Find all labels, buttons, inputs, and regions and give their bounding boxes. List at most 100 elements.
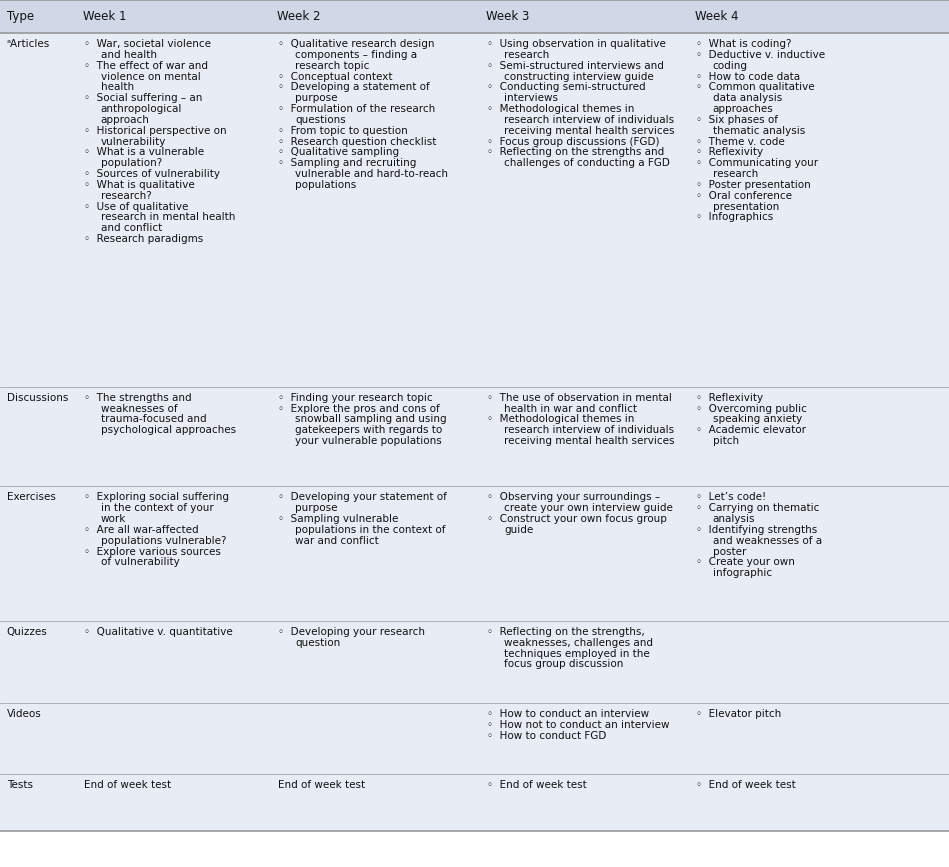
Text: ◦  Sampling and recruiting: ◦ Sampling and recruiting: [278, 158, 417, 168]
Text: create your own interview guide: create your own interview guide: [504, 503, 673, 513]
Text: components – finding a: components – finding a: [295, 49, 418, 60]
Text: trauma-focused and: trauma-focused and: [101, 414, 206, 425]
Text: ◦  Qualitative v. quantitative: ◦ Qualitative v. quantitative: [84, 627, 233, 637]
Text: Week 3: Week 3: [486, 10, 530, 23]
Text: weaknesses of: weaknesses of: [101, 403, 177, 414]
Text: and weaknesses of a: and weaknesses of a: [713, 536, 822, 546]
Text: ◦  Social suffering – an: ◦ Social suffering – an: [84, 93, 202, 103]
Text: ◦  Qualitative research design: ◦ Qualitative research design: [278, 39, 435, 49]
Text: ◦  Construct your own focus group: ◦ Construct your own focus group: [487, 514, 667, 525]
Text: ◦  Explore the pros and cons of: ◦ Explore the pros and cons of: [278, 403, 439, 414]
Text: Exercises: Exercises: [7, 492, 56, 503]
Bar: [0, 387, 949, 486]
Text: ◦  Formulation of the research: ◦ Formulation of the research: [278, 104, 436, 114]
Text: receiving mental health services: receiving mental health services: [504, 126, 675, 136]
Bar: [0, 0, 949, 33]
Text: research?: research?: [101, 191, 151, 201]
Text: End of week test: End of week test: [278, 780, 365, 791]
Text: question: question: [295, 638, 341, 648]
Text: violence on mental: violence on mental: [101, 71, 200, 81]
Text: ◦  Overcoming public: ◦ Overcoming public: [696, 403, 807, 414]
Text: ◦  Methodological themes in: ◦ Methodological themes in: [487, 104, 634, 114]
Text: ◦  Use of qualitative: ◦ Use of qualitative: [84, 201, 188, 212]
Text: ◦  Elevator pitch: ◦ Elevator pitch: [696, 709, 781, 720]
Text: ◦  Create your own: ◦ Create your own: [696, 557, 794, 568]
Text: in the context of your: in the context of your: [101, 503, 214, 513]
Text: ◦  War, societal violence: ◦ War, societal violence: [84, 39, 211, 49]
Text: ◦  The use of observation in mental: ◦ The use of observation in mental: [487, 393, 672, 403]
Text: and health: and health: [101, 49, 157, 60]
Text: ◦  Identifying strengths: ◦ Identifying strengths: [696, 525, 817, 535]
Text: ◦  Qualitative sampling: ◦ Qualitative sampling: [278, 147, 400, 158]
Text: populations in the context of: populations in the context of: [295, 525, 446, 535]
Text: weaknesses, challenges and: weaknesses, challenges and: [504, 638, 653, 648]
Text: End of week test: End of week test: [84, 780, 171, 791]
Text: ◦  Theme v. code: ◦ Theme v. code: [696, 136, 785, 147]
Bar: [0, 33, 949, 387]
Text: ◦  Explore various sources: ◦ Explore various sources: [84, 547, 220, 557]
Text: and conflict: and conflict: [101, 223, 162, 233]
Bar: [0, 621, 949, 703]
Text: ◦  Observing your surroundings –: ◦ Observing your surroundings –: [487, 492, 660, 503]
Text: ◦  Are all war-affected: ◦ Are all war-affected: [84, 525, 198, 535]
Text: ◦  Using observation in qualitative: ◦ Using observation in qualitative: [487, 39, 665, 49]
Text: ◦  Communicating your: ◦ Communicating your: [696, 158, 818, 168]
Text: Videos: Videos: [7, 709, 42, 720]
Text: ◦  What is qualitative: ◦ What is qualitative: [84, 179, 195, 190]
Bar: [0, 703, 949, 774]
Text: ◦  Developing your research: ◦ Developing your research: [278, 627, 425, 637]
Text: research: research: [713, 169, 758, 179]
Text: health in war and conflict: health in war and conflict: [504, 403, 637, 414]
Text: data analysis: data analysis: [713, 93, 782, 103]
Text: Week 4: Week 4: [695, 10, 738, 23]
Bar: [0, 774, 949, 831]
Text: Week 1: Week 1: [83, 10, 126, 23]
Text: work: work: [101, 514, 126, 525]
Text: ◦  End of week test: ◦ End of week test: [487, 780, 586, 791]
Text: ◦  Infographics: ◦ Infographics: [696, 212, 772, 223]
Text: questions: questions: [295, 114, 345, 125]
Text: purpose: purpose: [295, 503, 338, 513]
Text: populations vulnerable?: populations vulnerable?: [101, 536, 226, 546]
Text: focus group discussion: focus group discussion: [504, 659, 623, 669]
Text: infographic: infographic: [713, 569, 772, 578]
Text: ◦  Conceptual context: ◦ Conceptual context: [278, 71, 393, 81]
Text: vulnerable and hard-to-reach: vulnerable and hard-to-reach: [295, 169, 448, 179]
Text: research in mental health: research in mental health: [101, 212, 235, 223]
Text: ◦  Finding your research topic: ◦ Finding your research topic: [278, 393, 433, 403]
Text: ◦  How to conduct an interview: ◦ How to conduct an interview: [487, 709, 649, 720]
Text: pitch: pitch: [713, 436, 739, 447]
Text: ◦  Historical perspective on: ◦ Historical perspective on: [84, 126, 226, 136]
Text: challenges of conducting a FGD: challenges of conducting a FGD: [504, 158, 670, 168]
Text: ◦  Exploring social suffering: ◦ Exploring social suffering: [84, 492, 229, 503]
Text: ◦  Reflecting on the strengths,: ◦ Reflecting on the strengths,: [487, 627, 644, 637]
Text: your vulnerable populations: your vulnerable populations: [295, 436, 442, 447]
Text: snowball sampling and using: snowball sampling and using: [295, 414, 447, 425]
Text: populations: populations: [295, 179, 357, 190]
Text: interviews: interviews: [504, 93, 558, 103]
Text: population?: population?: [101, 158, 162, 168]
Text: research topic: research topic: [295, 61, 369, 71]
Text: ◦  Sampling vulnerable: ◦ Sampling vulnerable: [278, 514, 399, 525]
Text: ◦  From topic to question: ◦ From topic to question: [278, 126, 408, 136]
Text: vulnerability: vulnerability: [101, 136, 166, 147]
Text: ◦  Methodological themes in: ◦ Methodological themes in: [487, 414, 634, 425]
Text: ◦  What is coding?: ◦ What is coding?: [696, 39, 791, 49]
Text: Discussions: Discussions: [7, 393, 68, 403]
Text: ◦  Semi-structured interviews and: ◦ Semi-structured interviews and: [487, 61, 663, 71]
Text: Type: Type: [7, 10, 34, 23]
Text: coding: coding: [713, 61, 748, 71]
Text: research interview of individuals: research interview of individuals: [504, 425, 674, 435]
Text: ◦  Conducting semi-structured: ◦ Conducting semi-structured: [487, 82, 645, 93]
Text: ◦  Reflecting on the strengths and: ◦ Reflecting on the strengths and: [487, 147, 664, 158]
Text: techniques employed in the: techniques employed in the: [504, 649, 650, 659]
Text: ◦  Oral conference: ◦ Oral conference: [696, 191, 791, 201]
Text: ◦  How not to conduct an interview: ◦ How not to conduct an interview: [487, 720, 669, 730]
Text: poster: poster: [713, 547, 746, 557]
Text: research: research: [504, 49, 549, 60]
Text: anthropological: anthropological: [101, 104, 182, 114]
Text: ◦  Let’s code!: ◦ Let’s code!: [696, 492, 766, 503]
Text: war and conflict: war and conflict: [295, 536, 379, 546]
Text: approach: approach: [101, 114, 150, 125]
Text: research interview of individuals: research interview of individuals: [504, 114, 674, 125]
